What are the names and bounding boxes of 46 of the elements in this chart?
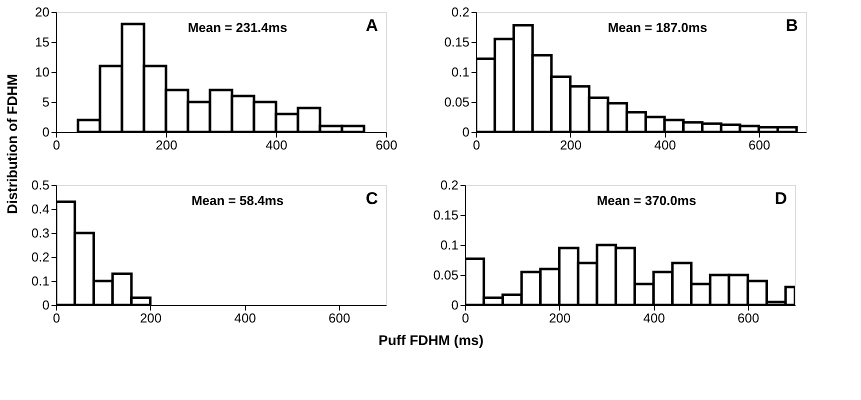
x-tick-label: 200 (560, 138, 582, 152)
y-tick-label: 0.05 (433, 268, 458, 282)
y-tick-label: 0 (42, 298, 50, 312)
annotation: Mean = 58.4ms (191, 193, 284, 208)
x-tick-label: 400 (643, 310, 665, 326)
chart-title: D (774, 189, 787, 208)
x-tick-label: 600 (738, 310, 760, 326)
chart-title: A (366, 16, 378, 35)
y-tick-label: 20 (35, 4, 50, 20)
x-tick-label: 200 (156, 138, 178, 152)
x-tick-label: 200 (140, 310, 162, 326)
x-tick-label: 600 (748, 138, 770, 152)
x-tick-label: 600 (376, 138, 398, 152)
chart-title: C (366, 189, 378, 208)
y-tick-label: 0.15 (444, 34, 470, 50)
x-tick-label: 200 (548, 310, 571, 326)
y-tick-label: 0 (42, 124, 50, 140)
chart-title: B (786, 16, 798, 35)
y-tick-label: 0.2 (451, 4, 470, 20)
y-tick-label: 0.1 (451, 64, 470, 80)
x-tick-label: 400 (266, 138, 288, 152)
y-tick-label: 0.2 (440, 178, 458, 192)
x-tick-label: 600 (328, 310, 350, 326)
y-tick-label: 0.05 (444, 94, 470, 110)
annotation: Mean = 370.0ms (596, 193, 696, 208)
y-tick-label: 5 (42, 94, 50, 110)
x-axis-title: Puff FDHM (ms) (378, 332, 484, 348)
y-tick-label: 0.4 (31, 202, 50, 216)
y-tick-label: 0.2 (31, 250, 50, 264)
annotation: Mean = 187.0ms (608, 20, 708, 35)
y-tick-label: 0.1 (440, 238, 458, 252)
y-tick-label: 0 (462, 124, 470, 140)
y-tick-label: 0.3 (31, 226, 50, 240)
y-tick-label: 0.5 (31, 178, 50, 192)
x-tick-label: 0 (472, 138, 480, 152)
y-tick-label: 0.15 (433, 208, 458, 222)
y-tick-label: 0.1 (31, 274, 50, 288)
y-tick-label: 10 (35, 64, 50, 80)
x-tick-label: 400 (234, 310, 256, 326)
y-axis-title: Distribution of FDHM (4, 74, 20, 214)
y-tick-label: 0 (451, 298, 458, 312)
annotation: Mean = 231.4ms (188, 20, 288, 35)
x-tick-label: 0 (52, 310, 60, 326)
x-tick-label: 0 (52, 138, 60, 152)
y-tick-label: 15 (35, 34, 50, 50)
x-tick-label: 400 (654, 138, 676, 152)
